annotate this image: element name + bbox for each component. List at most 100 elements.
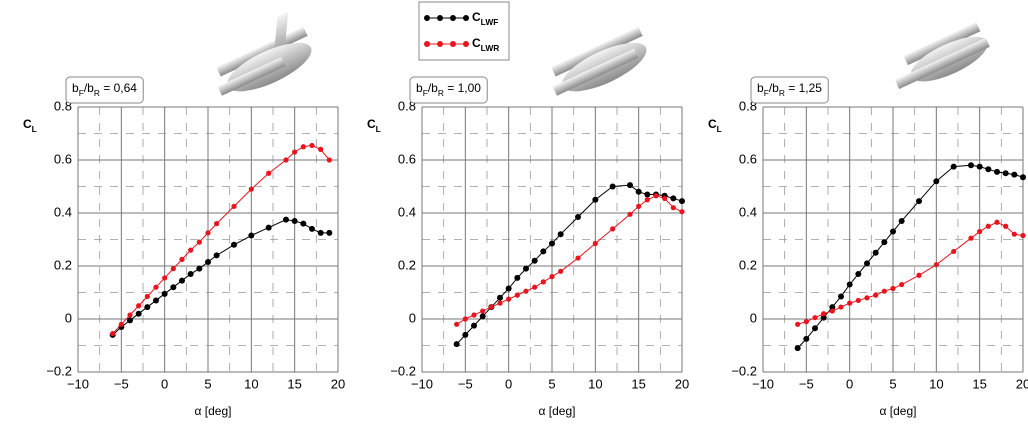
plane-icon	[216, 11, 312, 96]
data-point	[985, 166, 992, 173]
data-point	[968, 235, 974, 241]
data-point	[127, 317, 133, 324]
data-point	[644, 191, 651, 198]
annotation-box	[750, 76, 829, 104]
x-tick-label: 15	[972, 376, 986, 391]
data-point	[812, 315, 818, 321]
data-point	[881, 239, 888, 246]
data-point	[795, 321, 801, 327]
data-point	[136, 303, 142, 309]
annotation-box	[65, 76, 144, 104]
data-point	[933, 178, 940, 185]
data-point	[188, 247, 194, 253]
data-point	[976, 163, 983, 170]
y-axis-label: CL	[708, 117, 722, 134]
data-point	[916, 198, 922, 205]
data-point	[1003, 223, 1009, 229]
data-point	[985, 223, 991, 229]
data-point	[873, 292, 879, 298]
data-point	[127, 312, 133, 318]
data-point	[1011, 231, 1017, 237]
data-point	[890, 228, 896, 235]
x-axis-label: α [deg]	[539, 404, 576, 418]
data-point	[205, 259, 211, 266]
data-point	[292, 149, 298, 155]
data-point	[549, 240, 555, 247]
data-point	[1002, 170, 1009, 177]
y-tick-label: 0.2	[398, 257, 416, 272]
x-tick-label: 10	[929, 376, 943, 391]
legend-box	[418, 1, 510, 61]
data-point	[153, 297, 159, 304]
data-point	[627, 211, 633, 217]
data-point	[497, 300, 503, 306]
x-tick-label: 20	[675, 376, 689, 391]
y-tick-label: 0.6	[398, 151, 416, 166]
data-point	[497, 294, 503, 301]
plot: −10 −5 0 5 10 15 20−0.200.20.40.60.8α [deg]CLb…	[367, 76, 689, 418]
y-tick-label: 0	[65, 310, 72, 325]
data-point	[635, 188, 642, 195]
data-point	[653, 193, 659, 199]
x-tick-label: −10	[67, 376, 89, 391]
annotation: bF/bR = 0,64	[72, 81, 137, 98]
data-point	[317, 229, 324, 236]
plot: −10 −5 0 5 10 15 20−0.200.20.40.60.8α [deg]CLb…	[708, 76, 1028, 418]
data-point	[214, 221, 220, 227]
data-point	[968, 162, 974, 169]
data-point	[977, 228, 983, 235]
data-point	[523, 265, 529, 272]
x-tick-label: −10	[752, 376, 774, 391]
data-point	[916, 272, 922, 278]
data-point	[994, 168, 1000, 175]
annotation: bF/bR = 1,00	[416, 81, 481, 98]
series-line	[112, 219, 330, 336]
x-tick-label: 5	[548, 376, 555, 391]
data-point	[812, 325, 818, 332]
data-point	[283, 157, 289, 163]
data-point	[300, 144, 306, 150]
y-tick-label: 0.6	[54, 151, 72, 166]
data-point	[144, 293, 150, 300]
data-point	[531, 257, 538, 264]
x-tick-label: 5	[204, 376, 211, 391]
data-point	[144, 304, 151, 311]
x-tick-label: 20	[1016, 376, 1028, 391]
data-point	[248, 186, 254, 192]
plot: −10 −5 0 5 10 15 20−0.200.20.40.60.8α [deg]CLb…	[23, 76, 345, 418]
x-tick-label: 15	[287, 376, 301, 391]
data-point	[881, 288, 887, 294]
legend-marker	[450, 15, 456, 21]
data-point	[829, 308, 835, 314]
data-point	[803, 319, 809, 325]
plane-icon	[551, 26, 647, 96]
data-point	[1020, 174, 1026, 181]
data-point	[933, 262, 939, 268]
data-point	[291, 217, 298, 224]
data-point	[179, 256, 185, 262]
x-tick-label: −5	[114, 376, 129, 391]
data-point	[1011, 171, 1018, 178]
data-point	[231, 241, 237, 248]
data-point	[575, 255, 581, 261]
data-point	[506, 296, 512, 302]
x-tick-label: 0	[161, 376, 168, 391]
series-line	[112, 144, 330, 334]
data-point	[540, 279, 546, 285]
y-axis-label: CL	[367, 117, 381, 134]
legend-marker	[424, 15, 430, 21]
data-point	[110, 330, 116, 337]
data-point	[679, 209, 685, 215]
legend-marker	[463, 15, 469, 21]
data-point	[265, 224, 272, 231]
data-point	[170, 266, 176, 272]
data-point	[162, 275, 168, 281]
x-tick-label: 0	[505, 376, 512, 391]
data-point	[794, 345, 801, 352]
data-point	[161, 290, 168, 297]
annotation-box	[409, 76, 488, 104]
data-point	[803, 335, 810, 342]
data-point	[309, 142, 315, 149]
x-tick-label: −10	[411, 376, 433, 391]
legend-marker	[437, 41, 443, 47]
